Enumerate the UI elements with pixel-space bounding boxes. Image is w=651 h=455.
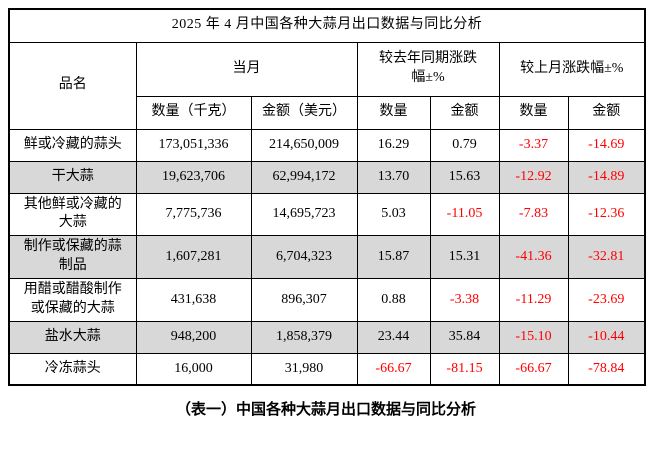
table-row: 干大蒜 19,623,706 62,994,172 13.70 15.63 -12.92-… [8, 160, 646, 194]
mom-amt-cell: -10.44 [567, 320, 646, 354]
mom-amt-cell: -23.69 [567, 278, 646, 322]
table-body: 鲜或冷藏的蒜头 173,051,336 214,650,009 16.29 0.79 -3… [8, 128, 646, 386]
amt-usd-cell: 31,980 [250, 352, 358, 386]
yoy-amt-cell: -81.15 [429, 352, 500, 386]
mom-amt-cell: -14.69 [567, 128, 646, 162]
table-row: 制作或保藏的蒜 制品 1,607,281 6,704,323 15.87 15.31 -4… [8, 235, 646, 280]
product-name-cell: 盐水大蒜 [8, 320, 137, 354]
title-row: 2025 年 4 月中国各种大蒜月出口数据与同比分析 [8, 8, 646, 43]
qty-kg-cell: 948,200 [135, 320, 252, 354]
product-name-cell: 用醋或醋酸制作 或保藏的大蒜 [8, 278, 137, 322]
qty-kg-cell: 16,000 [135, 352, 252, 386]
product-name-cell: 干大蒜 [8, 160, 137, 194]
col-header-mom-qty: 数量 [498, 95, 569, 130]
yoy-qty-cell: 23.44 [356, 320, 431, 354]
col-header-mom-amt: 金额 [567, 95, 646, 130]
col-header-yoy-qty: 数量 [356, 95, 431, 130]
yoy-qty-cell: 5.03 [356, 192, 431, 237]
product-name-cell: 鲜或冷藏的蒜头 [8, 128, 137, 162]
qty-kg-cell: 19,623,706 [135, 160, 252, 194]
col-header-product: 品名 [8, 41, 137, 130]
mom-qty-cell: -41.36 [498, 235, 569, 280]
yoy-amt-cell: 0.79 [429, 128, 500, 162]
qty-kg-cell: 173,051,336 [135, 128, 252, 162]
mom-qty-cell: -66.67 [498, 352, 569, 386]
yoy-qty-cell: 15.87 [356, 235, 431, 280]
mom-amt-cell: -14.89 [567, 160, 646, 194]
mom-qty-cell: -7.83 [498, 192, 569, 237]
amt-usd-cell: 62,994,172 [250, 160, 358, 194]
mom-qty-cell: -12.92 [498, 160, 569, 194]
table-title: 2025 年 4 月中国各种大蒜月出口数据与同比分析 [8, 8, 646, 43]
table-row: 鲜或冷藏的蒜头 173,051,336 214,650,009 16.29 0.79 -3… [8, 128, 646, 162]
qty-kg-cell: 431,638 [135, 278, 252, 322]
header-group-row: 品名 当月 较去年同期涨跌 幅±% 较上月涨跌幅±% [8, 41, 646, 130]
col-header-yoy-change: 较去年同期涨跌 幅±% [356, 41, 500, 97]
yoy-qty-cell: 16.29 [356, 128, 431, 162]
qty-kg-cell: 7,775,736 [135, 192, 252, 237]
table-row: 用醋或醋酸制作 或保藏的大蒜 431,638 896,307 0.88 -3.38 -11… [8, 278, 646, 322]
table-caption: （表一）中国各种大蒜月出口数据与同比分析 [175, 402, 476, 419]
yoy-amt-cell: 35.84 [429, 320, 500, 354]
amt-usd-cell: 896,307 [250, 278, 358, 322]
mom-amt-cell: -78.84 [567, 352, 646, 386]
table-row: 冷冻蒜头 16,000 31,980 -66.67 -81.15 -66.67 -78.84 [8, 352, 646, 386]
yoy-qty-cell: 13.70 [356, 160, 431, 194]
yoy-qty-cell: -66.67 [356, 352, 431, 386]
amt-usd-cell: 14,695,723 [250, 192, 358, 237]
yoy-qty-cell: 0.88 [356, 278, 431, 322]
amt-usd-cell: 214,650,009 [250, 128, 358, 162]
col-header-amt-usd: 金额（美元） [250, 95, 358, 130]
col-header-yoy-amt: 金额 [429, 95, 500, 130]
table-row: 其他鲜或冷藏的 大蒜 7,775,736 14,695,723 5.03 -11.05-… [8, 192, 646, 237]
col-header-qty-kg: 数量（千克） [135, 95, 252, 130]
header-sub-row: 数量（千克） 金额（美元） 数量 金额 数量 金额 [9, 95, 646, 130]
product-name-cell: 制作或保藏的蒜 制品 [8, 235, 137, 280]
mom-amt-cell: -32.81 [567, 235, 646, 280]
col-header-mom-change: 较上月涨跌幅±% [498, 41, 646, 97]
table-row: 盐水大蒜 948,200 1,858,379 23.44 35.84 -15.10 -10.… [8, 320, 646, 354]
mom-amt-cell: -12.36 [567, 192, 646, 237]
qty-kg-cell: 1,607,281 [135, 235, 252, 280]
yoy-amt-cell: 15.31 [429, 235, 500, 280]
yoy-amt-cell: 15.63 [429, 160, 500, 194]
mom-qty-cell: -11.29 [498, 278, 569, 322]
export-data-table: 2025 年 4 月中国各种大蒜月出口数据与同比分析 品名 当月 较去年同期涨跌… [8, 8, 647, 387]
yoy-amt-cell: -3.38 [429, 278, 500, 322]
mom-qty-cell: -15.10 [498, 320, 569, 354]
yoy-amt-cell: -11.05 [429, 192, 500, 237]
mom-qty-cell: -3.37 [498, 128, 569, 162]
amt-usd-cell: 1,858,379 [250, 320, 358, 354]
product-name-cell: 其他鲜或冷藏的 大蒜 [8, 192, 137, 237]
col-header-current-month: 当月 [135, 41, 358, 97]
product-name-cell: 冷冻蒜头 [8, 352, 137, 386]
amt-usd-cell: 6,704,323 [250, 235, 358, 280]
